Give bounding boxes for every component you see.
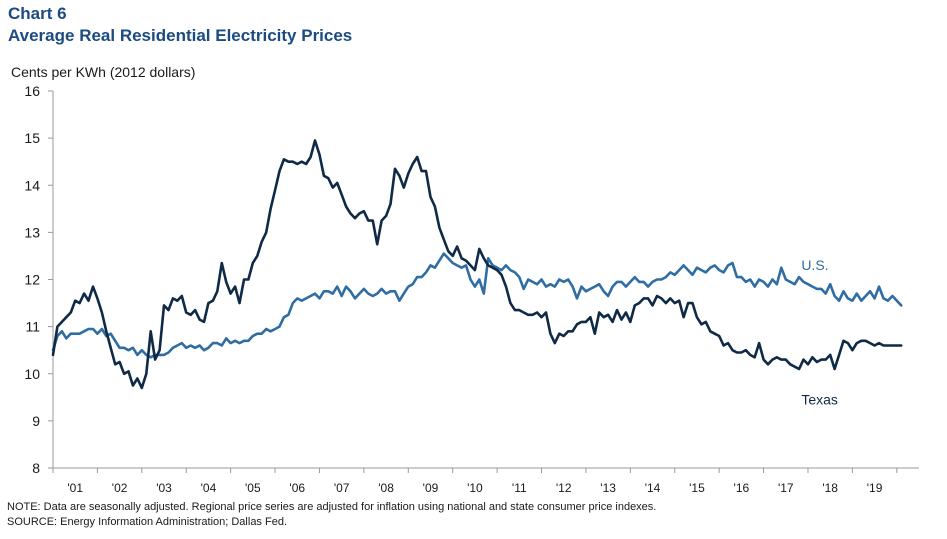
y-tick-label: 15 [24,130,40,146]
x-tick-label: '03 [156,481,172,495]
x-tick-label: '11 [512,481,527,495]
chart-axes: 8 9 10 11 12 13 14 15 16 '01 '02 '03 '04 '05 '06 '07 '08… [24,83,919,495]
x-tick-label: '09 [423,481,439,495]
y-tick-label: 8 [32,460,40,476]
chart-title: Average Real Residential Electricity Pri… [8,26,353,45]
x-tick-label: '05 [245,481,261,495]
chart-series-labels: U.S. Texas [801,257,838,407]
chart-note: NOTE: Data are seasonally adjusted. Regi… [7,501,657,513]
y-tick-label: 10 [24,366,40,382]
series-label-us: U.S. [801,257,828,273]
x-tick-label: '17 [778,481,794,495]
x-tick-label: '01 [67,481,83,495]
y-tick-label: 9 [32,413,40,429]
x-tick-label: '07 [334,481,350,495]
x-tick-label: '08 [378,481,394,495]
y-tick-label: 14 [24,177,40,193]
x-tick-label: '16 [734,481,750,495]
x-tick-label: '13 [600,481,616,495]
x-tick-label: '06 [289,481,305,495]
y-axis-unit-label: Cents per KWh (2012 dollars) [11,64,196,80]
y-tick-label: 13 [24,224,40,240]
series-line-texas [51,139,903,390]
x-tick-label: '19 [867,481,883,495]
chart-number: Chart 6 [8,4,67,23]
x-tick-label: '02 [112,481,128,495]
series-line-us [51,252,903,359]
y-tick-label: 12 [24,272,40,288]
x-tick-label: '14 [645,481,661,495]
x-tick-label: '18 [822,481,838,495]
chart-series [51,139,903,390]
chart-source: SOURCE: Energy Information Administratio… [7,516,288,528]
y-tick-label: 16 [24,83,40,99]
x-tick-label: '12 [556,481,572,495]
y-tick-label: 11 [25,319,40,335]
x-tick-label: '15 [689,481,705,495]
x-tick-label: '04 [201,481,217,495]
series-label-texas: Texas [801,391,838,407]
x-tick-label: '10 [467,481,483,495]
